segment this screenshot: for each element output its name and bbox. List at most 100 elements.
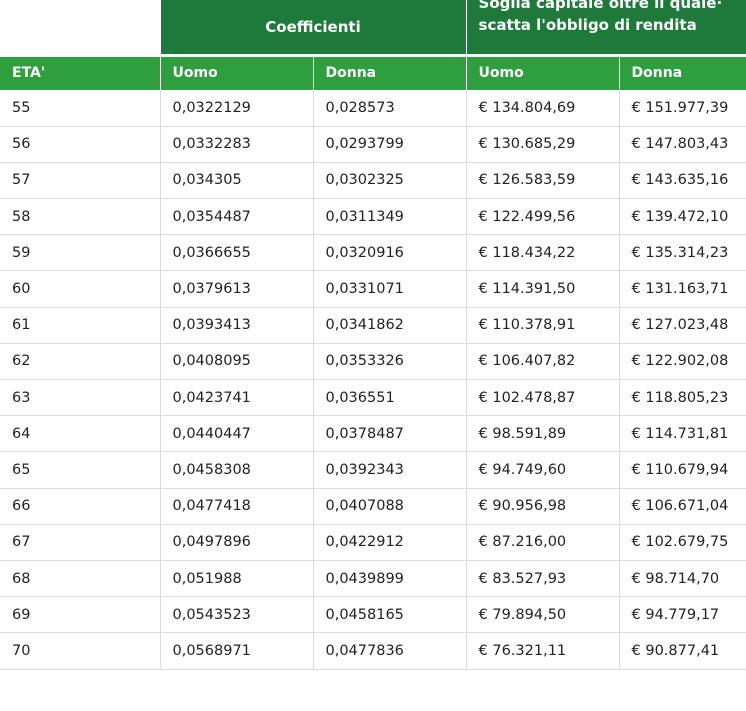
cell-coeff-male: 0,0393413 — [159, 307, 313, 344]
cell-coeff-female: 0,0378487 — [312, 415, 467, 453]
cell-coeff-male: 0,034305 — [159, 162, 313, 200]
cell-age: 63 — [0, 379, 160, 417]
cell-threshold-male: € 118.434,22 — [465, 234, 620, 272]
cell-coeff-male: 0,0332283 — [159, 126, 313, 163]
table-body: 55 0,0322129 0,028573 € 134.804,69 € 151.977… — [0, 90, 746, 670]
table-row: 63 0,0423741 0,036551 € 102.478,87 € 118.805… — [0, 379, 746, 417]
table-row: 65 0,0458308 0,0392343 € 94.749,60 € 110.679… — [0, 451, 746, 489]
cell-threshold-male: € 94.749,60 — [465, 451, 620, 489]
column-header-threshold-female: Donna — [618, 53, 746, 90]
column-header-age: ETA' — [0, 53, 160, 90]
cell-age: 64 — [0, 415, 160, 453]
table-group-header-row: Coefficienti Soglia capitale oltre il qu… — [0, 0, 746, 55]
cell-coeff-male: 0,051988 — [159, 560, 313, 598]
cell-coeff-male: 0,0440447 — [159, 415, 313, 453]
table-row: 62 0,0408095 0,0353326 € 106.407,82 € 122.90… — [0, 343, 746, 381]
cell-threshold-male: € 79.894,50 — [465, 596, 620, 634]
cell-threshold-female: € 90.877,41 — [618, 632, 746, 670]
cell-coeff-female: 0,0458165 — [312, 596, 467, 634]
cell-threshold-female: € 135.314,23 — [618, 234, 746, 272]
table-row: 59 0,0366655 0,0320916 € 118.434,22 € 135.31… — [0, 234, 746, 272]
cell-threshold-female: € 114.731,81 — [618, 415, 746, 453]
cell-age: 68 — [0, 560, 160, 598]
cell-threshold-male: € 76.321,11 — [465, 632, 620, 670]
coefficients-group-header: Coefficienti — [159, 0, 467, 55]
cell-coeff-female: 0,028573 — [312, 90, 467, 127]
threshold-group-header-text: Soglia capitale oltre il quale· scatta l… — [478, 0, 723, 34]
cell-coeff-female: 0,0477836 — [312, 632, 467, 670]
cell-age: 62 — [0, 343, 160, 381]
threshold-group-header: Soglia capitale oltre il quale· scatta l… — [465, 0, 746, 55]
cell-coeff-female: 0,0422912 — [312, 524, 467, 561]
cell-coeff-female: 0,0331071 — [312, 270, 467, 308]
cell-threshold-female: € 147.803,43 — [618, 126, 746, 163]
cell-coeff-female: 0,0439899 — [312, 560, 467, 598]
table-row: 60 0,0379613 0,0331071 € 114.391,50 € 131.16… — [0, 270, 746, 308]
cell-coeff-female: 0,0392343 — [312, 451, 467, 489]
cell-threshold-female: € 98.714,70 — [618, 560, 746, 598]
cell-threshold-male: € 106.407,82 — [465, 343, 620, 381]
cell-coeff-male: 0,0322129 — [159, 90, 313, 127]
cell-threshold-male: € 130.685,29 — [465, 126, 620, 163]
cell-age: 70 — [0, 632, 160, 670]
cell-threshold-male: € 114.391,50 — [465, 270, 620, 308]
cell-age: 55 — [0, 90, 160, 127]
cell-coeff-male: 0,0423741 — [159, 379, 313, 417]
cell-age: 57 — [0, 162, 160, 200]
cell-threshold-female: € 139.472,10 — [618, 198, 746, 236]
cell-coeff-female: 0,0407088 — [312, 488, 467, 525]
cell-threshold-female: € 118.805,23 — [618, 379, 746, 417]
cell-threshold-male: € 102.478,87 — [465, 379, 620, 417]
table-row: 67 0,0497896 0,0422912 € 87.216,00 € 102.679… — [0, 524, 746, 561]
cell-threshold-female: € 94.779,17 — [618, 596, 746, 634]
cell-age: 66 — [0, 488, 160, 525]
table-row: 61 0,0393413 0,0341862 € 110.378,91 € 127.02… — [0, 307, 746, 344]
cell-age: 56 — [0, 126, 160, 163]
table-row: 69 0,0543523 0,0458165 € 79.894,50 € 94.779,… — [0, 596, 746, 634]
cell-threshold-female: € 143.635,16 — [618, 162, 746, 200]
cell-threshold-female: € 127.023,48 — [618, 307, 746, 344]
coefficients-table: Coefficienti Soglia capitale oltre il qu… — [0, 0, 746, 670]
table-row: 58 0,0354487 0,0311349 € 122.499,56 € 139.47… — [0, 198, 746, 236]
cell-age: 65 — [0, 451, 160, 489]
cell-threshold-male: € 87.216,00 — [465, 524, 620, 561]
cell-threshold-female: € 122.902,08 — [618, 343, 746, 381]
cell-age: 61 — [0, 307, 160, 344]
cell-coeff-male: 0,0354487 — [159, 198, 313, 236]
table-row: 68 0,051988 0,0439899 € 83.527,93 € 98.714,7… — [0, 560, 746, 598]
table-column-header-row: ETA' Uomo Donna Uomo Donna — [0, 53, 746, 90]
cell-age: 60 — [0, 270, 160, 308]
cell-coeff-female: 0,036551 — [312, 379, 467, 417]
cell-threshold-female: € 106.671,04 — [618, 488, 746, 525]
header-blank-cell — [0, 0, 160, 55]
cell-threshold-male: € 90.956,98 — [465, 488, 620, 525]
cell-coeff-male: 0,0543523 — [159, 596, 313, 634]
table-row: 64 0,0440447 0,0378487 € 98.591,89 € 114.731… — [0, 415, 746, 453]
cell-age: 67 — [0, 524, 160, 561]
cell-age: 58 — [0, 198, 160, 236]
table-row: 57 0,034305 0,0302325 € 126.583,59 € 143.635… — [0, 162, 746, 200]
cell-coeff-female: 0,0353326 — [312, 343, 467, 381]
table-row: 66 0,0477418 0,0407088 € 90.956,98 € 106.671… — [0, 488, 746, 525]
cell-coeff-female: 0,0320916 — [312, 234, 467, 272]
cell-threshold-male: € 83.527,93 — [465, 560, 620, 598]
cell-age: 69 — [0, 596, 160, 634]
cell-threshold-female: € 151.977,39 — [618, 90, 746, 127]
cell-threshold-male: € 126.583,59 — [465, 162, 620, 200]
cell-threshold-male: € 98.591,89 — [465, 415, 620, 453]
table-row: 56 0,0332283 0,0293799 € 130.685,29 € 147.80… — [0, 126, 746, 163]
table-row: 70 0,0568971 0,0477836 € 76.321,11 € 90.877,… — [0, 632, 746, 670]
cell-threshold-male: € 122.499,56 — [465, 198, 620, 236]
column-header-coeff-male: Uomo — [159, 53, 313, 90]
cell-coeff-male: 0,0408095 — [159, 343, 313, 381]
column-header-coeff-female: Donna — [312, 53, 467, 90]
cell-coeff-female: 0,0293799 — [312, 126, 467, 163]
cell-threshold-male: € 134.804,69 — [465, 90, 620, 127]
cell-coeff-male: 0,0379613 — [159, 270, 313, 308]
cell-coeff-male: 0,0497896 — [159, 524, 313, 561]
cell-coeff-male: 0,0477418 — [159, 488, 313, 525]
cell-threshold-female: € 102.679,75 — [618, 524, 746, 561]
cell-threshold-female: € 131.163,71 — [618, 270, 746, 308]
table-row: 55 0,0322129 0,028573 € 134.804,69 € 151.977… — [0, 90, 746, 127]
